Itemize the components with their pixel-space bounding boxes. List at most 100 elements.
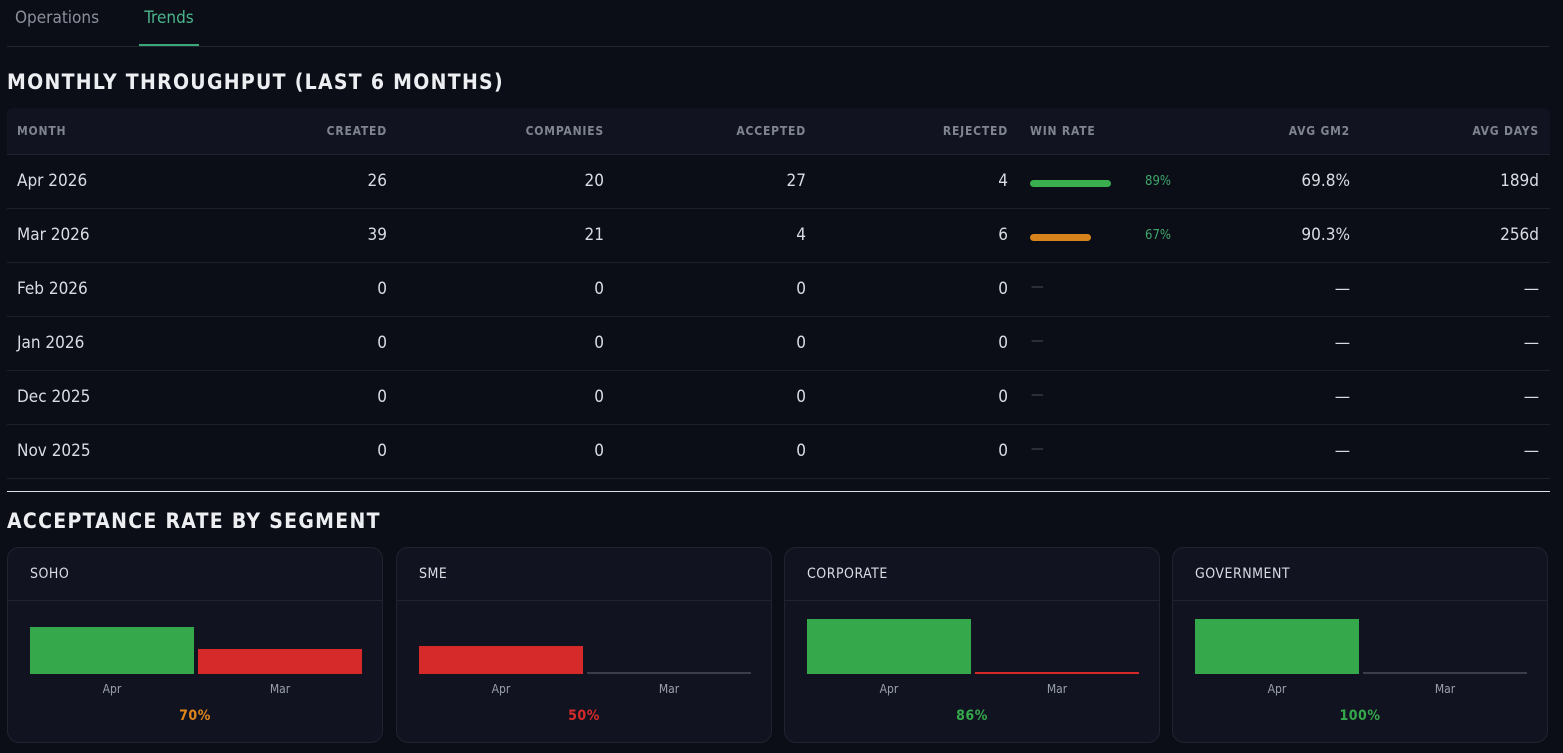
- segment-card-soho[interactable]: SOHO Apr Mar 70%: [7, 547, 383, 743]
- bar-label: Apr: [103, 682, 122, 696]
- segment-card-sme[interactable]: SME Apr Mar 50%: [396, 547, 772, 743]
- bar-mar: [198, 649, 362, 674]
- table-header: MONTH CREATED COMPANIES ACCEPTED REJECTE…: [7, 108, 1550, 155]
- section-divider: [7, 491, 1550, 492]
- col-accepted[interactable]: ACCEPTED: [736, 124, 806, 138]
- tab-bar: Operations Trends: [7, 0, 1549, 47]
- win-rate-value: —: [1031, 387, 1044, 403]
- table-row[interactable]: Dec 2025 0 0 0 0 — — —: [7, 371, 1550, 425]
- cell-accepted: 0: [796, 333, 806, 353]
- win-rate-value: 67%: [1145, 228, 1171, 243]
- bar-mar: [975, 672, 1139, 674]
- bar-apr: [807, 619, 971, 674]
- tab-trends[interactable]: Trends: [139, 8, 199, 46]
- cell-accepted: 27: [786, 171, 806, 191]
- cell-avg-days: —: [1523, 387, 1539, 407]
- cell-avg-days: 189d: [1500, 171, 1539, 191]
- cell-avg-gm2: 90.3%: [1301, 225, 1350, 245]
- cell-companies: 21: [584, 225, 604, 245]
- cell-created: 39: [367, 225, 387, 245]
- segment-card-corporate[interactable]: CORPORATE Apr Mar 86%: [784, 547, 1160, 743]
- bar-label: Apr: [880, 682, 899, 696]
- bar-mar: [1363, 672, 1527, 674]
- bar-label: Mar: [1435, 682, 1456, 696]
- table-row[interactable]: Apr 2026 26 20 27 4 69.8% 189d 89%: [7, 155, 1550, 209]
- cell-avg-days: —: [1523, 279, 1539, 299]
- cell-rejected: 0: [998, 333, 1008, 353]
- table-row[interactable]: Nov 2025 0 0 0 0 — — —: [7, 425, 1550, 479]
- cell-created: 0: [377, 441, 387, 461]
- cell-month: Feb 2026: [17, 279, 88, 299]
- cell-month: Dec 2025: [17, 387, 91, 407]
- win-rate-value: —: [1031, 441, 1044, 457]
- acceptance-rate: 50%: [568, 708, 600, 724]
- cell-avg-gm2: —: [1334, 441, 1350, 461]
- cell-avg-gm2: —: [1334, 279, 1350, 299]
- cell-companies: 0: [594, 333, 604, 353]
- segment-bar-chart: Apr Mar: [30, 627, 362, 696]
- card-header: SOHO: [8, 548, 382, 601]
- win-rate-bar: [1030, 180, 1111, 187]
- cell-month: Jan 2026: [17, 333, 85, 353]
- col-created[interactable]: CREATED: [326, 124, 387, 138]
- table-row[interactable]: Jan 2026 0 0 0 0 — — —: [7, 317, 1550, 371]
- col-win-rate[interactable]: WIN RATE: [1030, 124, 1096, 138]
- cell-avg-gm2: —: [1334, 333, 1350, 353]
- card-header: SME: [397, 548, 771, 601]
- cell-accepted: 0: [796, 387, 806, 407]
- cell-created: 26: [367, 171, 387, 191]
- win-rate-value: 89%: [1145, 174, 1171, 189]
- card-header: CORPORATE: [785, 548, 1159, 601]
- segment-bar-chart: Apr Mar: [1195, 619, 1527, 696]
- segment-card-government[interactable]: GOVERNMENT Apr Mar 100%: [1172, 547, 1548, 743]
- col-rejected[interactable]: REJECTED: [942, 124, 1008, 138]
- cell-avg-days: —: [1523, 333, 1539, 353]
- cell-accepted: 4: [796, 225, 806, 245]
- cell-avg-gm2: 69.8%: [1301, 171, 1350, 191]
- bar-label: Mar: [270, 682, 291, 696]
- card-header: GOVERNMENT: [1173, 548, 1547, 601]
- cell-rejected: 0: [998, 387, 1008, 407]
- throughput-title: MONTHLY THROUGHPUT (LAST 6 MONTHS): [7, 70, 504, 94]
- segment-name: SOHO: [30, 566, 70, 582]
- table-body: Apr 2026 26 20 27 4 69.8% 189d 89% Mar 2026 39 21 4…: [7, 155, 1550, 479]
- bar-label: Apr: [1268, 682, 1287, 696]
- col-month[interactable]: MONTH: [17, 124, 67, 138]
- cell-rejected: 0: [998, 279, 1008, 299]
- segment-name: CORPORATE: [807, 566, 888, 582]
- segment-name: SME: [419, 566, 448, 582]
- cell-avg-gm2: —: [1334, 387, 1350, 407]
- cell-avg-days: —: [1523, 441, 1539, 461]
- cell-rejected: 0: [998, 441, 1008, 461]
- cell-avg-days: 256d: [1500, 225, 1539, 245]
- win-rate-value: —: [1031, 279, 1044, 295]
- col-avg-days[interactable]: AVG DAYS: [1472, 124, 1539, 138]
- cell-accepted: 0: [796, 279, 806, 299]
- cell-companies: 0: [594, 387, 604, 407]
- win-rate-bar: [1030, 234, 1091, 241]
- segment-bar-chart: Apr Mar: [419, 646, 751, 696]
- tab-operations[interactable]: Operations: [15, 8, 100, 28]
- bar-apr: [419, 646, 583, 674]
- bar-label: Mar: [659, 682, 680, 696]
- bar-label: Apr: [492, 682, 511, 696]
- cell-month: Nov 2025: [17, 441, 91, 461]
- bar-apr: [1195, 619, 1359, 674]
- cell-month: Apr 2026: [17, 171, 88, 191]
- bar-mar: [587, 672, 751, 674]
- segments-title: ACCEPTANCE RATE BY SEGMENT: [7, 509, 381, 533]
- table-row[interactable]: Mar 2026 39 21 4 6 90.3% 256d 67%: [7, 209, 1550, 263]
- cell-companies: 20: [584, 171, 604, 191]
- bar-apr: [30, 627, 194, 674]
- cell-created: 0: [377, 279, 387, 299]
- cell-companies: 0: [594, 441, 604, 461]
- throughput-table: MONTH CREATED COMPANIES ACCEPTED REJECTE…: [7, 108, 1550, 479]
- table-row[interactable]: Feb 2026 0 0 0 0 — — —: [7, 263, 1550, 317]
- col-avg-gm2[interactable]: AVG GM2: [1288, 124, 1350, 138]
- win-rate-value: —: [1031, 333, 1044, 349]
- acceptance-rate: 100%: [1339, 708, 1381, 724]
- segment-name: GOVERNMENT: [1195, 566, 1291, 582]
- col-companies[interactable]: COMPANIES: [525, 124, 604, 138]
- bar-label: Mar: [1047, 682, 1068, 696]
- cell-rejected: 6: [998, 225, 1008, 245]
